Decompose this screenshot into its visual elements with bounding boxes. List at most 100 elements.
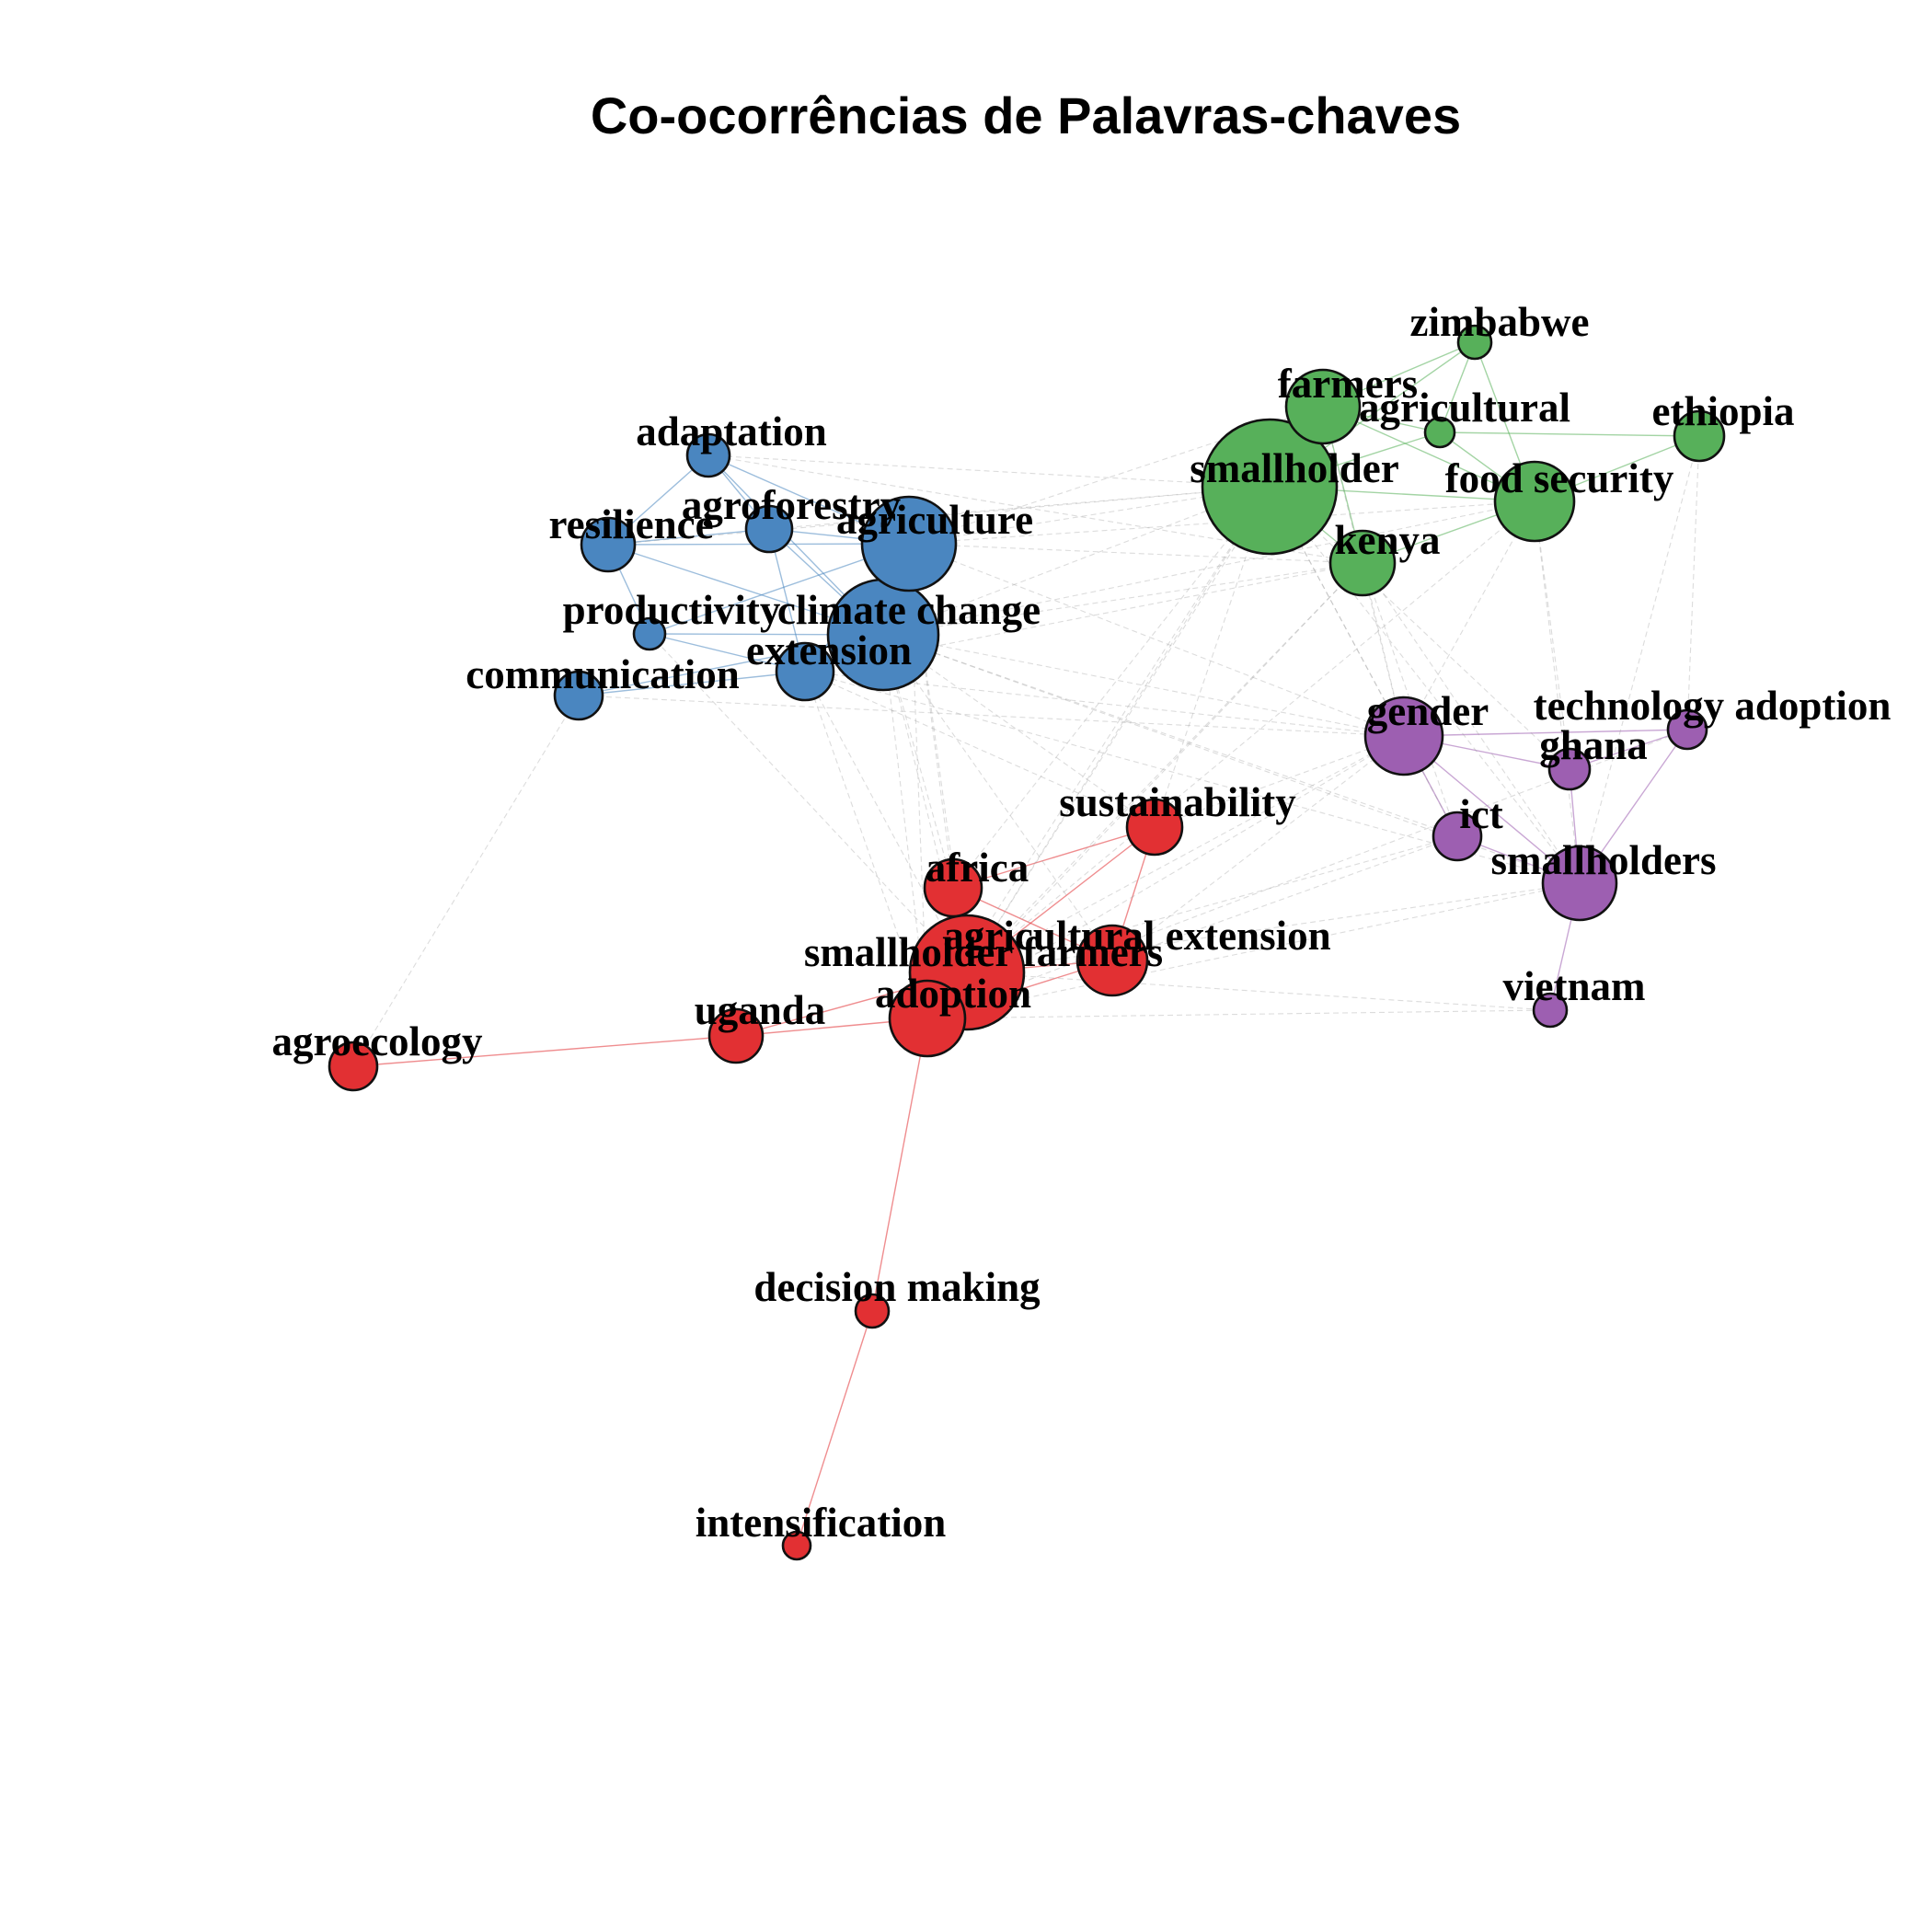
node-adaptation: [685, 432, 731, 478]
edge-smallholders-smallholder_farmers: [966, 882, 1581, 973]
edge-communication-agroecology: [352, 695, 580, 1067]
node-label-sustainability: sustainability: [1059, 779, 1296, 825]
edge-communication-extension: [578, 671, 806, 696]
node-agricultural-extension: [1075, 924, 1149, 997]
edge-communication-gender: [578, 695, 1405, 737]
edge-sustainability-africa: [952, 826, 1156, 889]
edge-productivity-smallholder_farmers: [649, 633, 968, 973]
edge-gender-sustainability: [1154, 735, 1405, 828]
node-agroecology: [328, 1041, 379, 1092]
node-label-ict: ict: [1459, 791, 1502, 837]
edge-kenya-ict: [1362, 562, 1458, 837]
node-africa: [923, 857, 983, 918]
node-productivity: [632, 616, 667, 651]
edge-climate_change-kenya: [882, 562, 1363, 636]
node-smallholder: [1201, 418, 1339, 556]
node-label-agroforestry: agroforestry: [682, 482, 902, 528]
node-smallholders: [1541, 845, 1618, 922]
edge-food_security-smallholder_farmers: [966, 500, 1535, 973]
node-farmers: [1284, 368, 1362, 445]
node-label-climate-change: climate change: [777, 587, 1041, 633]
edge-climate_change-food_security: [882, 500, 1535, 636]
edge-agroforestry-smallholder: [768, 486, 1271, 530]
node-label-communication: communication: [466, 651, 740, 697]
node-agricultural: [1423, 416, 1456, 449]
node-agriculture: [860, 495, 958, 592]
edge-climate_change-africa: [882, 634, 954, 889]
edge-gender-agricultural_extension: [1111, 735, 1405, 961]
edge-ict-agricultural_extension: [1111, 835, 1458, 961]
node-label-decision-making: decision making: [753, 1264, 1041, 1310]
node-layer: [328, 324, 1726, 1561]
node-label-technology-adoption: technology adoption: [1534, 683, 1892, 729]
node-ict: [1432, 811, 1483, 862]
node-resilience: [580, 516, 637, 573]
node-label-intensification: intensification: [696, 1500, 947, 1546]
edge-food_security-gender: [1403, 500, 1535, 737]
node-ethiopia: [1673, 409, 1726, 463]
edge-climate_change-agricultural_extension: [882, 634, 1113, 961]
edge-smallholder-ghana: [1269, 486, 1570, 770]
node-label-zimbabwe: zimbabwe: [1410, 299, 1590, 345]
node-label-smallholder: smallholder: [1190, 445, 1399, 491]
edge-kenya-smallholders: [1362, 562, 1581, 884]
node-label-agricultural: agricultural: [1359, 385, 1570, 431]
node-label-productivity: productivity: [563, 587, 781, 633]
edge-smallholder-africa: [952, 486, 1271, 889]
edge-climate_change-gender: [882, 634, 1405, 737]
edge-gender-technology_adoption: [1403, 729, 1688, 737]
node-agroforestry: [744, 504, 794, 554]
chart-title: Co-ocorrências de Palavras-chaves: [591, 86, 1461, 144]
edge-agriculture-gender: [908, 543, 1405, 737]
node-label-farmers: farmers: [1278, 361, 1418, 407]
node-label-ghana: ghana: [1539, 722, 1648, 768]
node-technology-adoption: [1666, 708, 1708, 751]
edge-decision_making-intensification: [796, 1310, 873, 1547]
edge-ict-smallholder_farmers: [966, 835, 1458, 973]
edge-smallholders-adoption: [926, 882, 1581, 1019]
edge-extension-adoption: [804, 671, 928, 1019]
node-sustainability: [1125, 798, 1184, 857]
edge-technology_adoption-adoption: [926, 729, 1688, 1019]
edge-climate_change-smallholder: [882, 486, 1271, 636]
node-label-kenya: kenya: [1334, 517, 1440, 563]
node-label-agroecology: agroecology: [271, 1018, 483, 1064]
edge-kenya-smallholder_farmers: [966, 562, 1363, 973]
edge-ethiopia-smallholders: [1579, 435, 1700, 884]
node-label-uganda: uganda: [695, 987, 826, 1033]
node-gender: [1363, 696, 1444, 776]
edge-smallholder-smallholder_farmers: [966, 486, 1271, 973]
edge-smallholder-smallholders: [1269, 486, 1581, 884]
node-label-adoption: adoption: [875, 971, 1031, 1017]
node-label-ethiopia: ethiopia: [1651, 388, 1794, 434]
edge-climate_change-smallholders: [882, 634, 1581, 884]
edge-gender-smallholder_farmers: [966, 735, 1405, 973]
edge-extension-gender: [804, 671, 1405, 737]
node-label-africa: africa: [926, 845, 1029, 891]
node-decision-making: [854, 1293, 891, 1329]
edge-ethiopia-technology_adoption: [1686, 435, 1700, 730]
edge-vietnam-smallholder_farmers: [966, 972, 1551, 1011]
edge-agriculture-kenya: [908, 543, 1363, 564]
node-label-food-security: food security: [1445, 455, 1674, 501]
node-label-vietnam: vietnam: [1503, 963, 1646, 1009]
edge-extension-smallholder_farmers: [804, 671, 968, 973]
node-label-agricultural-extension: agricultural extension: [943, 913, 1330, 959]
node-uganda: [707, 1007, 765, 1064]
node-vietnam: [1532, 992, 1569, 1029]
node-zimbabwe: [1456, 324, 1493, 361]
node-label-agriculture: agriculture: [836, 497, 1033, 543]
node-intensification: [781, 1530, 812, 1561]
node-label-extension: extension: [746, 627, 912, 673]
node-communication: [553, 670, 604, 721]
node-extension: [775, 641, 835, 702]
node-ghana: [1547, 747, 1592, 791]
node-label-smallholder-farmers: smallholder farmers: [804, 929, 1163, 975]
node-kenya: [1328, 529, 1397, 597]
node-label-adaptation: adaptation: [636, 408, 827, 454]
edge-adoption-decision_making: [871, 1018, 928, 1312]
edge-uganda-agroecology: [352, 1035, 737, 1067]
edge-climate_change-ict: [882, 634, 1458, 837]
